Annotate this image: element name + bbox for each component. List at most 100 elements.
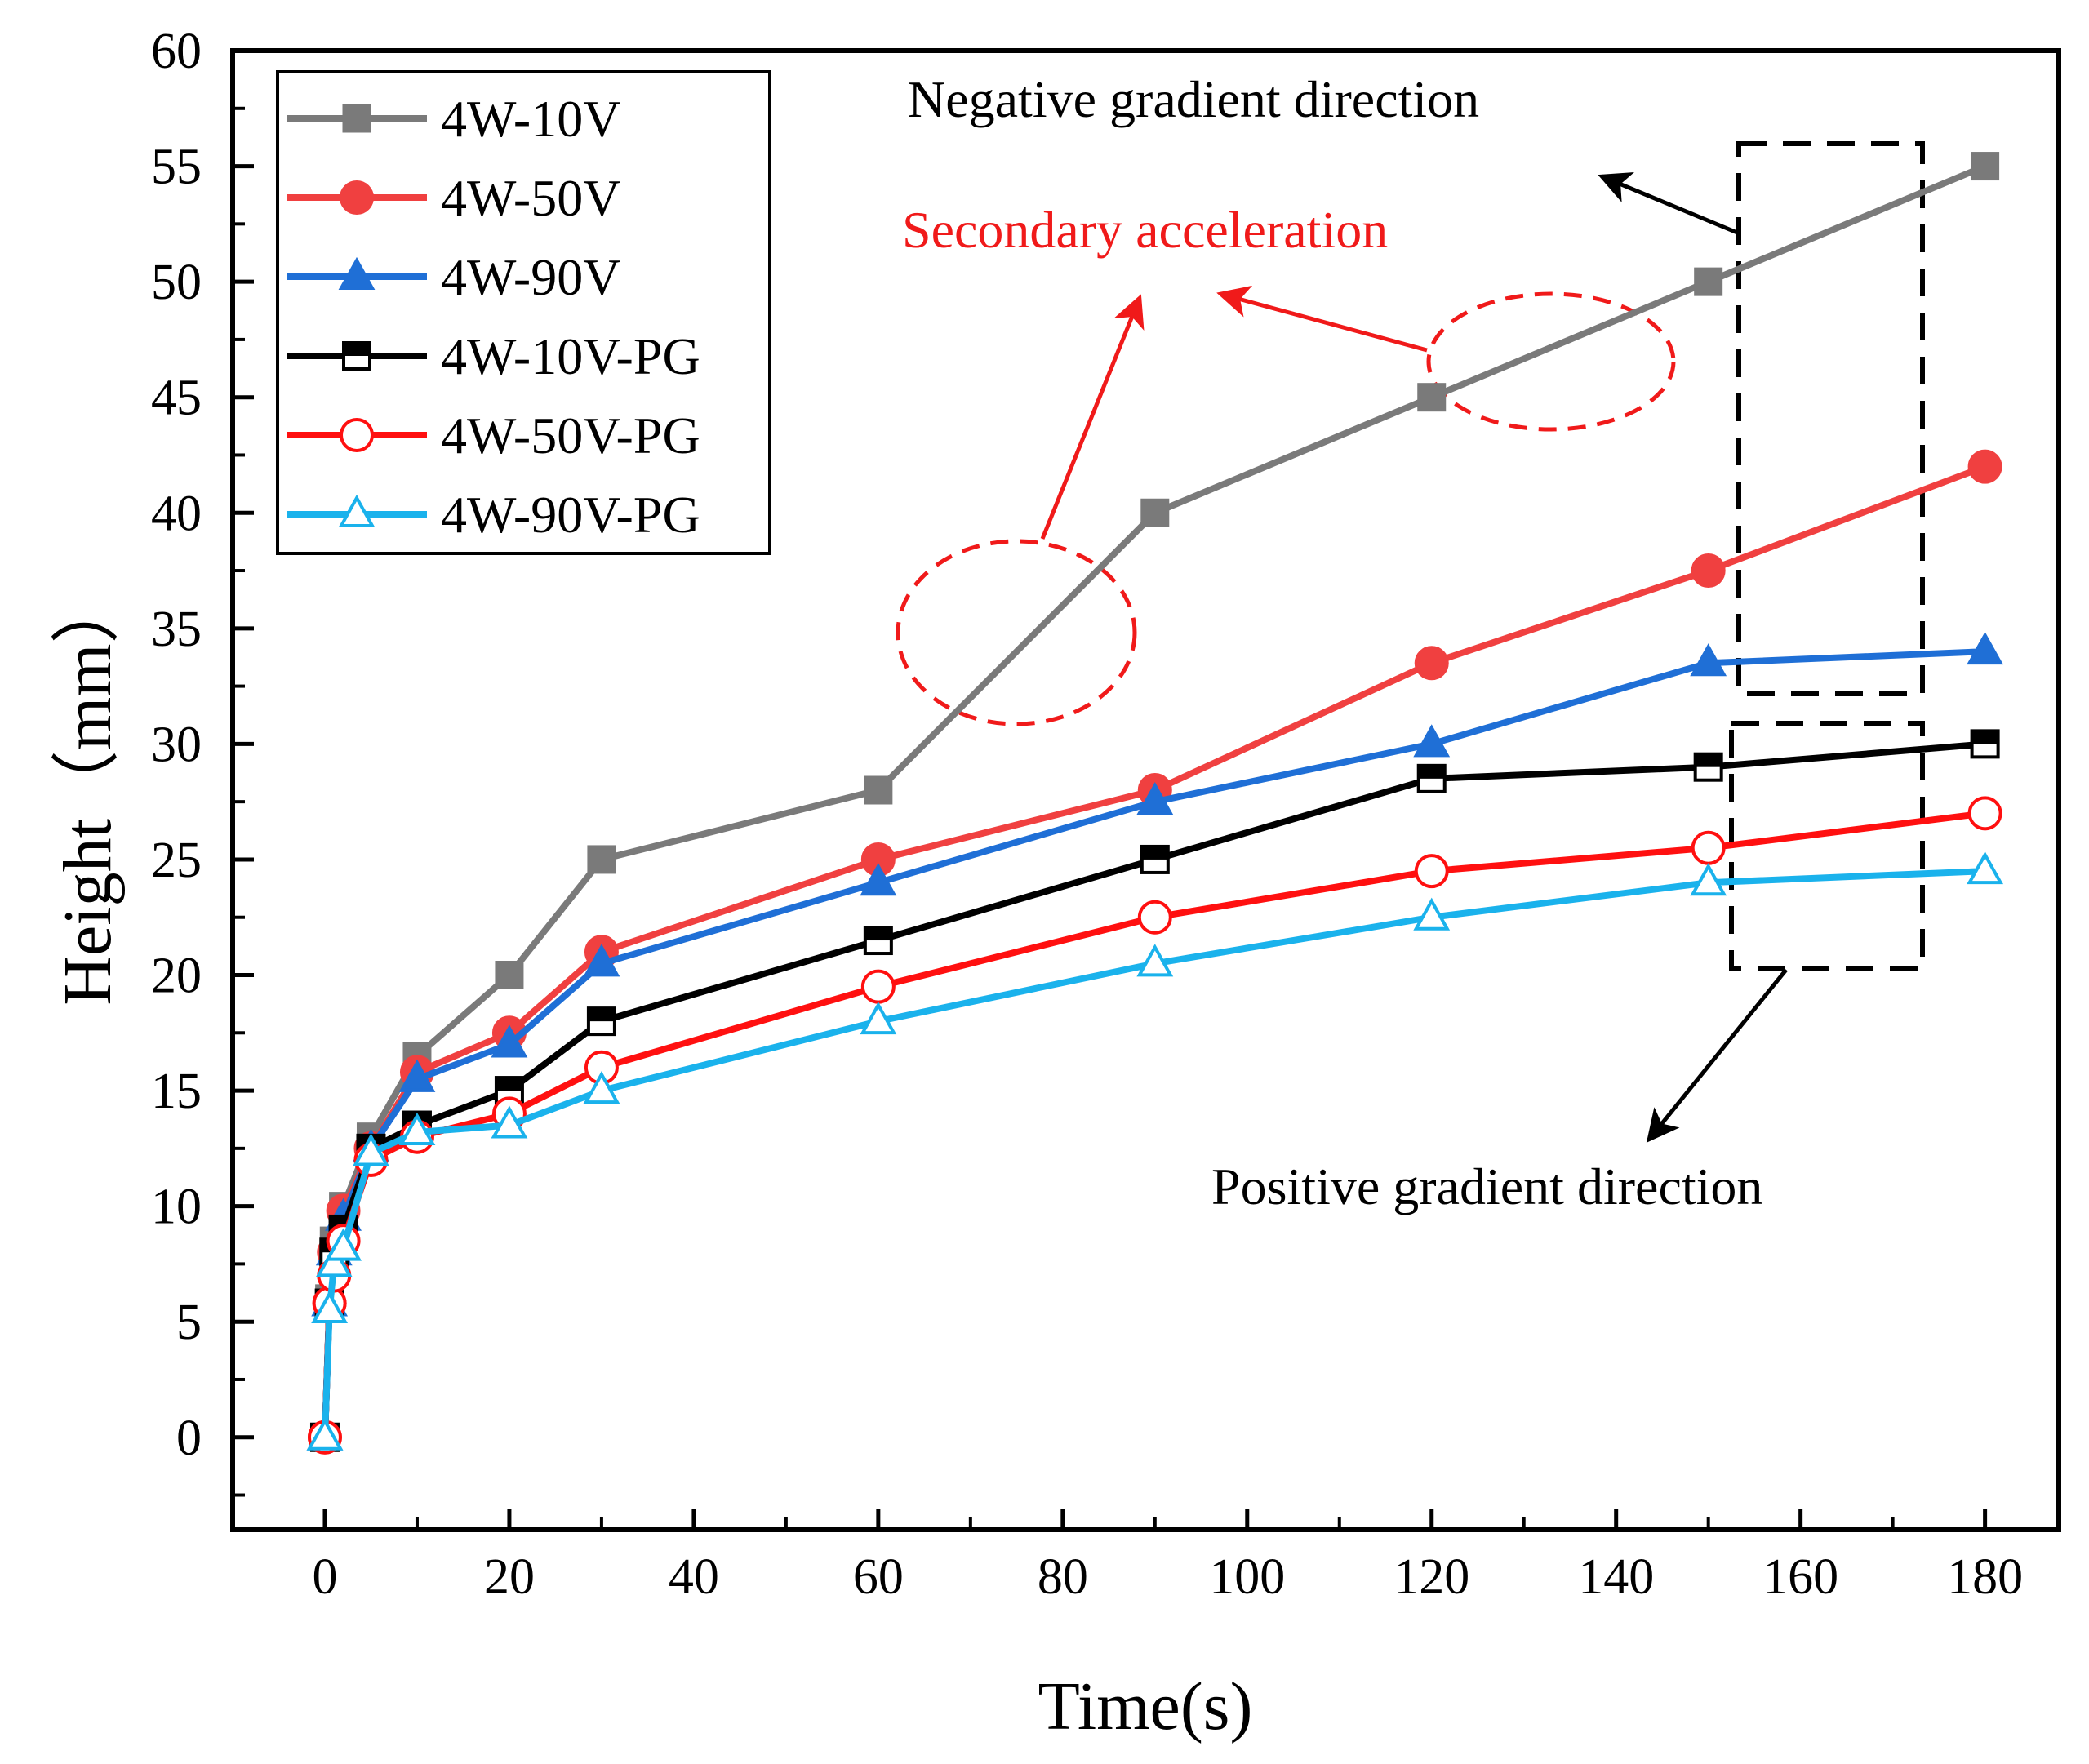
legend-marker bbox=[338, 494, 376, 527]
data-point bbox=[306, 1417, 344, 1451]
marker-square-top bbox=[1971, 731, 1998, 744]
secondary-arrow-up bbox=[1040, 294, 1145, 540]
legend-marker bbox=[342, 341, 371, 371]
legend-box bbox=[276, 70, 771, 555]
data-point bbox=[1417, 383, 1447, 412]
series-layer bbox=[306, 152, 2004, 1455]
x-tick-label: 180 bbox=[1947, 1549, 2023, 1605]
y-tick-label: 55 bbox=[151, 140, 202, 195]
legend-item-4w-90v-pg: 4W-90V-PG bbox=[287, 486, 700, 544]
y-tick-label: 25 bbox=[151, 833, 202, 888]
marker-square-top bbox=[1418, 765, 1445, 779]
x-tick-label: 40 bbox=[669, 1549, 719, 1605]
data-point bbox=[1690, 863, 1727, 896]
data-point bbox=[1413, 897, 1451, 931]
legend-label: 4W-90V-PG bbox=[441, 486, 700, 544]
data-point bbox=[315, 1244, 353, 1277]
legend-marker bbox=[340, 418, 374, 452]
secondary-ellipse-left bbox=[896, 539, 1137, 726]
data-point bbox=[583, 944, 620, 977]
x-tick-label: 60 bbox=[853, 1549, 904, 1605]
secondary-ellipse-right bbox=[1426, 291, 1676, 432]
y-tick-label: 30 bbox=[151, 717, 202, 772]
data-point bbox=[491, 1105, 528, 1139]
data-point bbox=[587, 845, 616, 874]
series-4w-50v-pg bbox=[307, 796, 2002, 1455]
legend: 4W-10V 4W-50V 4W-90V 4W-10V-PG 4W-50V-PG 4W-9… bbox=[276, 70, 771, 555]
y-axis: 0 5 10 15 20 25 30 35 40 45 50 55 60 bbox=[151, 24, 254, 1497]
y-tick-label: 10 bbox=[151, 1180, 202, 1235]
legend-item-4w-90v: 4W-90V bbox=[287, 248, 620, 306]
data-point bbox=[1691, 553, 1726, 589]
y-tick-label: 45 bbox=[151, 371, 202, 426]
series-4w-90v bbox=[306, 632, 2004, 1451]
x-tick-label: 160 bbox=[1762, 1549, 1838, 1605]
annotations: Negative gradient direction Secondary ac… bbox=[896, 70, 1925, 1215]
negative-gradient-arrow bbox=[1598, 171, 1738, 235]
negative-gradient-label: Negative gradient direction bbox=[908, 70, 1479, 128]
legend-item-4w-50v: 4W-50V bbox=[287, 169, 620, 227]
x-axis-title: Time(s) bbox=[1038, 1668, 1253, 1744]
legend-label: 4W-50V-PG bbox=[441, 407, 700, 464]
data-point bbox=[1416, 763, 1447, 793]
data-point bbox=[1690, 643, 1727, 677]
negative-gradient-box bbox=[1736, 141, 1925, 696]
series-4w-90v-pg bbox=[306, 851, 2004, 1451]
marker-square-top bbox=[588, 1008, 615, 1022]
legend-label: 4W-90V bbox=[441, 248, 620, 306]
data-point bbox=[1140, 844, 1170, 874]
data-point bbox=[353, 1133, 389, 1166]
data-point bbox=[1971, 152, 2000, 181]
y-axis-title: Height（mm） bbox=[50, 575, 126, 1005]
data-point bbox=[1691, 830, 1726, 865]
x-tick-label: 0 bbox=[312, 1549, 337, 1605]
data-point bbox=[495, 961, 524, 989]
y-tick-label: 60 bbox=[151, 24, 202, 79]
positive-gradient-label: Positive gradient direction bbox=[1211, 1157, 1762, 1215]
data-point bbox=[863, 926, 893, 956]
data-point bbox=[864, 775, 893, 805]
marker-square-top bbox=[864, 927, 891, 941]
legend-marker bbox=[342, 104, 371, 133]
legend-item-4w-10v-pg: 4W-10V-PG bbox=[287, 327, 700, 385]
data-point bbox=[1693, 752, 1723, 782]
marker-square-top bbox=[1695, 753, 1722, 767]
legend-marker bbox=[338, 256, 376, 290]
data-point bbox=[494, 1076, 524, 1106]
data-point bbox=[1967, 449, 2002, 484]
x-tick-label: 20 bbox=[484, 1549, 535, 1605]
data-point bbox=[860, 863, 897, 896]
data-point bbox=[860, 1002, 897, 1035]
marker-square-top bbox=[496, 1078, 522, 1091]
y-tick-label: 50 bbox=[151, 255, 202, 310]
marker-square-top bbox=[344, 343, 370, 356]
secondary-acceleration-label: Secondary acceleration bbox=[902, 201, 1388, 259]
y-tick-label: 35 bbox=[151, 602, 202, 657]
data-point bbox=[1967, 632, 2004, 665]
data-point bbox=[860, 969, 896, 1004]
data-point bbox=[491, 1024, 528, 1058]
data-point bbox=[1694, 267, 1723, 296]
data-point bbox=[1414, 854, 1449, 889]
legend-marker bbox=[340, 180, 374, 215]
data-point bbox=[1414, 646, 1449, 681]
y-tick-label: 15 bbox=[151, 1064, 202, 1119]
legend-item-4w-10v: 4W-10V bbox=[287, 90, 620, 148]
x-tick-label: 100 bbox=[1209, 1549, 1285, 1605]
data-point bbox=[1136, 944, 1174, 977]
x-tick-label: 140 bbox=[1578, 1549, 1654, 1605]
data-point bbox=[1970, 729, 2000, 759]
x-tick-label: 80 bbox=[1038, 1549, 1088, 1605]
data-point bbox=[325, 1228, 362, 1261]
data-point bbox=[1136, 782, 1174, 815]
legend-label: 4W-50V bbox=[441, 169, 620, 227]
data-point bbox=[1413, 724, 1451, 758]
y-tick-label: 20 bbox=[151, 949, 202, 1004]
data-point bbox=[1967, 796, 2002, 831]
positive-gradient-arrow bbox=[1646, 968, 1788, 1143]
data-point bbox=[1140, 498, 1170, 527]
data-point bbox=[586, 1006, 616, 1037]
data-point bbox=[1137, 900, 1172, 935]
x-tick-label: 120 bbox=[1393, 1549, 1469, 1605]
